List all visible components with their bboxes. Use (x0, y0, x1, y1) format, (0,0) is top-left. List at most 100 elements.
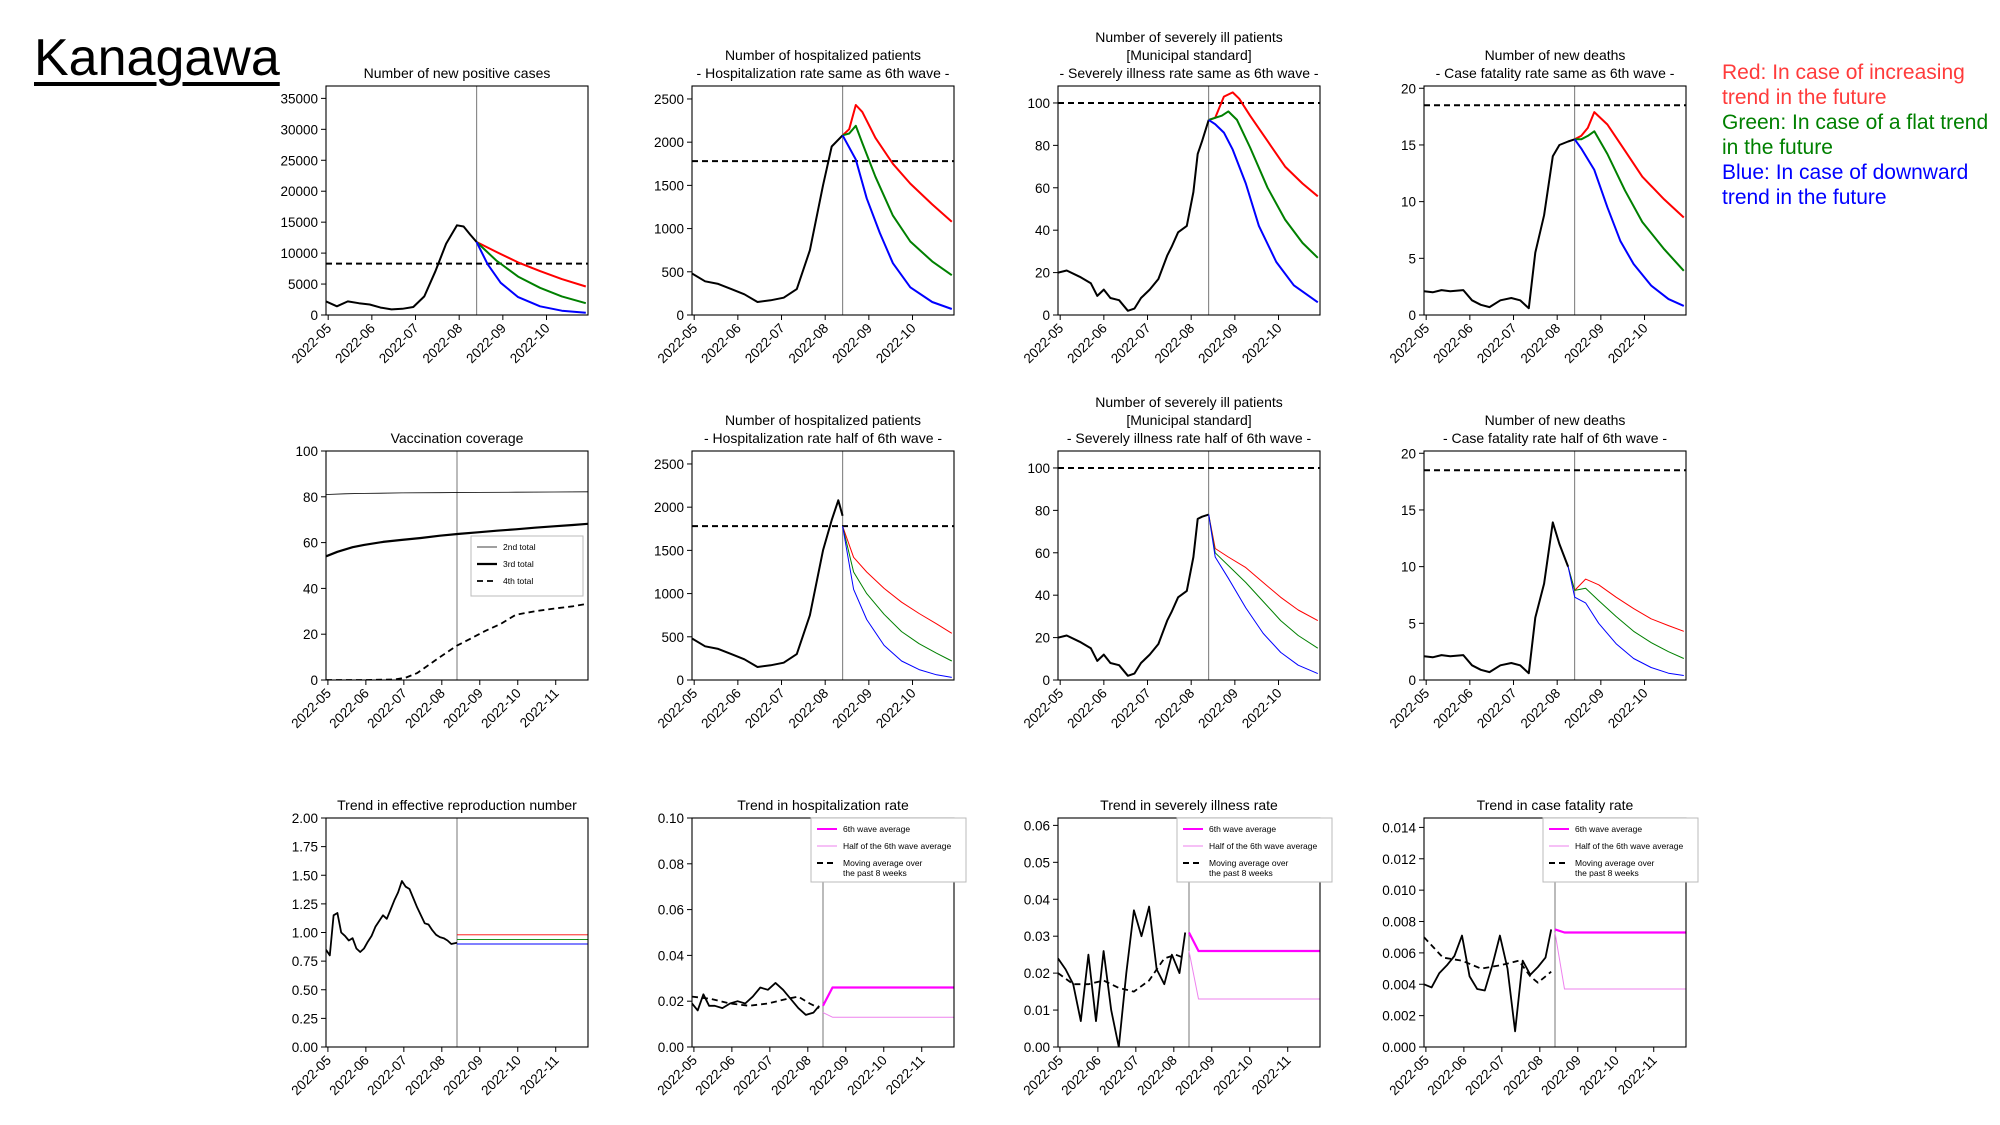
y-tick-label: 80 (1035, 503, 1050, 518)
y-tick-label: 0.014 (1382, 820, 1416, 835)
series-group (692, 104, 953, 310)
x-tick-label: 2022-10 (1239, 321, 1285, 367)
x-tick-label: 2022-06 (1430, 686, 1476, 732)
y-tick-label: 0.00 (1024, 1040, 1050, 1055)
x-tick-label: 2022-06 (698, 686, 744, 732)
chart-positive: Number of new positive cases 0 5000 10000 15… (280, 65, 589, 367)
y-tick-label: 0.04 (658, 948, 685, 963)
chart-severe_rate: Trend in severely illness rate 0.00 0.01 0.… (1020, 797, 1333, 1099)
y-tick-label: 0.10 (658, 811, 684, 826)
x-tick-label: 2022-09 (829, 321, 875, 367)
x-tick-label: 2022-08 (1152, 321, 1198, 367)
y-tick-label: 0.06 (658, 903, 684, 918)
series-line-blue (841, 134, 953, 310)
x-tick-label: 2022-05 (288, 1053, 334, 1099)
y-tick-label: 25000 (280, 153, 318, 168)
y-tick-label: 2000 (654, 500, 684, 515)
y-tick-label: 0.04 (1024, 892, 1051, 907)
x-tick-label: 2022-07 (1474, 321, 1520, 367)
y-tick-label: 0 (1408, 308, 1416, 323)
series-line-green (1208, 110, 1319, 259)
x-tick-label: 2022-05 (1020, 1053, 1066, 1099)
series-line-magenta (822, 986, 954, 1007)
series-line-black (1424, 521, 1570, 675)
x-tick-label: 2022-06 (326, 1053, 372, 1099)
x-tick-label: 2022-05 (1021, 686, 1067, 732)
series-line-black (1058, 513, 1210, 677)
x-tick-label: 2022-10 (478, 1053, 524, 1099)
legend-box (470, 535, 584, 597)
x-tick-label: 2022-08 (1500, 1053, 1546, 1099)
y-tick-label: 60 (1035, 181, 1050, 196)
x-tick-label: 2022-11 (517, 1053, 562, 1098)
x-tick-label: 2022-10 (1239, 686, 1285, 732)
series-line-black (326, 491, 588, 495)
series-group (692, 499, 953, 678)
x-tick-label: 2022-06 (692, 1053, 738, 1099)
series-line-black (1058, 905, 1187, 1047)
chart-legend: 6th wave average Half of the 6th wave ave… (1176, 817, 1333, 883)
y-tick-label: 0 (310, 308, 318, 323)
series-line-blue (1567, 566, 1684, 676)
chart-cfr: Trend in case fatality rate 0.000 0.002 0.0… (1382, 797, 1699, 1099)
y-tick-label: 1.75 (292, 840, 318, 855)
series-line-violet (1188, 950, 1320, 1000)
x-tick-label: 2022-05 (1021, 321, 1067, 367)
x-tick-label: 2022-11 (1249, 1053, 1294, 1098)
x-tick-label: 2022-11 (883, 1053, 928, 1098)
series-group (1058, 91, 1319, 312)
legend-label: 3rd total (503, 559, 534, 569)
y-tick-label: 100 (1027, 96, 1050, 111)
chart-title: Trend in case fatality rate (1477, 797, 1634, 813)
x-tick-label: 2022-10 (1210, 1053, 1256, 1099)
y-tick-label: 0.08 (658, 857, 684, 872)
chart-deaths_half: Number of new deaths - Case fatality rate… (1387, 412, 1687, 732)
series-line-black (1424, 936, 1552, 984)
plot-frame (1057, 85, 1321, 316)
chart-deaths_same: Number of new deaths - Case fatality rate… (1387, 47, 1687, 367)
legend-label: Half of the 6th wave average (1209, 841, 1317, 851)
series-line-magenta (1188, 931, 1320, 953)
legend-label: the past 8 weeks (1209, 868, 1273, 878)
chart-severe_same: Number of severely ill patients [Municipa… (1021, 29, 1321, 367)
legend-label: 6th wave average (1209, 824, 1276, 834)
x-tick-label: 2022-06 (332, 321, 378, 367)
x-tick-label: 2022-10 (507, 321, 553, 367)
series-line-red (841, 104, 953, 223)
y-tick-label: 0 (1042, 308, 1050, 323)
x-tick-label: 2022-10 (478, 686, 524, 732)
x-tick-label: 2022-10 (873, 686, 919, 732)
x-tick-label: 2022-09 (1561, 686, 1607, 732)
x-tick-label: 2022-09 (1538, 1053, 1584, 1099)
x-tick-label: 2022-08 (1518, 321, 1564, 367)
y-tick-label: 10 (1401, 195, 1416, 210)
x-tick-label: 2022-08 (786, 686, 832, 732)
x-tick-label: 2022-09 (1195, 321, 1241, 367)
y-tick-label: 100 (295, 444, 318, 459)
y-tick-label: 0.00 (658, 1040, 684, 1055)
series-line-red (1208, 514, 1319, 622)
y-tick-label: 30000 (280, 122, 318, 137)
series-line-red (842, 526, 953, 634)
y-tick-label: 0.006 (1382, 946, 1416, 961)
x-tick-label: 2022-07 (376, 321, 422, 367)
legend-label: the past 8 weeks (843, 868, 907, 878)
chart-title: Number of hospitalized patients (725, 47, 921, 63)
x-tick-label: 2022-11 (517, 686, 562, 731)
series-line-black (326, 602, 588, 680)
x-tick-label: 2022-08 (402, 686, 448, 732)
x-tick-label: 2022-09 (829, 686, 875, 732)
series-group (1424, 521, 1685, 676)
chart-hosp_rate: Trend in hospitalization rate 0.00 0.02 0.0… (654, 797, 967, 1099)
chart-title: - Hospitalization rate same as 6th wave … (697, 65, 950, 81)
y-tick-label: 1000 (654, 587, 684, 602)
y-tick-label: 0.012 (1382, 852, 1416, 867)
x-tick-label: 2022-06 (326, 686, 372, 732)
x-tick-label: 2022-10 (1605, 321, 1651, 367)
series-line-magenta (1554, 928, 1686, 934)
y-tick-label: 2.00 (292, 811, 318, 826)
legend-box (810, 817, 967, 883)
x-tick-label: 2022-09 (440, 686, 486, 732)
x-tick-label: 2022-08 (768, 1053, 814, 1099)
x-tick-label: 2022-06 (1430, 321, 1476, 367)
